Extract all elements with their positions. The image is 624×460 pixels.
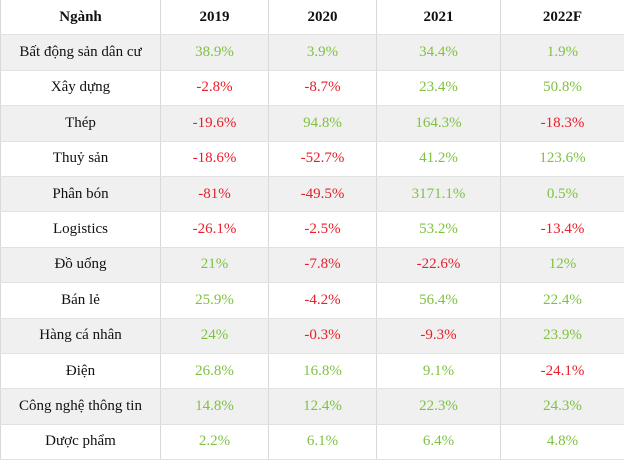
sector-name: Xây dựng bbox=[1, 70, 161, 105]
growth-value: 22.4% bbox=[501, 283, 624, 318]
sector-name: Bán lẻ bbox=[1, 283, 161, 318]
table-row: Thuỷ sản-18.6%-52.7%41.2%123.6% bbox=[1, 141, 624, 176]
growth-value: -8.7% bbox=[269, 70, 377, 105]
growth-value: -0.3% bbox=[269, 318, 377, 353]
sector-name: Điện bbox=[1, 353, 161, 388]
table-row: Xây dựng-2.8%-8.7%23.4%50.8% bbox=[1, 70, 624, 105]
growth-value: 38.9% bbox=[161, 35, 269, 70]
growth-value: -19.6% bbox=[161, 106, 269, 141]
growth-value: 123.6% bbox=[501, 141, 624, 176]
growth-value: 164.3% bbox=[377, 106, 501, 141]
growth-value: 6.1% bbox=[269, 424, 377, 459]
sector-name: Phân bón bbox=[1, 176, 161, 211]
growth-value: 34.4% bbox=[377, 35, 501, 70]
header-2021: 2021 bbox=[377, 0, 501, 35]
sector-name: Logistics bbox=[1, 212, 161, 247]
sector-name: Dược phẩm bbox=[1, 424, 161, 459]
growth-value: 25.9% bbox=[161, 283, 269, 318]
growth-value: -26.1% bbox=[161, 212, 269, 247]
growth-value: -9.3% bbox=[377, 318, 501, 353]
growth-value: 23.9% bbox=[501, 318, 624, 353]
growth-value: -81% bbox=[161, 176, 269, 211]
sector-name: Đồ uống bbox=[1, 247, 161, 282]
header-row: Ngành 2019 2020 2021 2022F bbox=[1, 0, 624, 35]
growth-value: -18.3% bbox=[501, 106, 624, 141]
growth-value: 12.4% bbox=[269, 389, 377, 424]
growth-value: -13.4% bbox=[501, 212, 624, 247]
growth-value: -52.7% bbox=[269, 141, 377, 176]
growth-value: 16.8% bbox=[269, 353, 377, 388]
header-2022f: 2022F bbox=[501, 0, 624, 35]
growth-value: 3.9% bbox=[269, 35, 377, 70]
growth-value: 2.2% bbox=[161, 424, 269, 459]
table-row: Logistics-26.1%-2.5%53.2%-13.4% bbox=[1, 212, 624, 247]
growth-value: -4.2% bbox=[269, 283, 377, 318]
growth-value: -24.1% bbox=[501, 353, 624, 388]
growth-value: 23.4% bbox=[377, 70, 501, 105]
growth-value: 14.8% bbox=[161, 389, 269, 424]
header-2019: 2019 bbox=[161, 0, 269, 35]
growth-value: 41.2% bbox=[377, 141, 501, 176]
growth-value: 4.8% bbox=[501, 424, 624, 459]
sector-name: Công nghệ thông tin bbox=[1, 389, 161, 424]
sector-name: Bất động sản dân cư bbox=[1, 35, 161, 70]
growth-value: 94.8% bbox=[269, 106, 377, 141]
growth-value: 24.3% bbox=[501, 389, 624, 424]
sector-name: Thuỷ sản bbox=[1, 141, 161, 176]
header-sector: Ngành bbox=[1, 0, 161, 35]
sector-name: Thép bbox=[1, 106, 161, 141]
growth-value: 3171.1% bbox=[377, 176, 501, 211]
sector-name: Hàng cá nhân bbox=[1, 318, 161, 353]
growth-value: 56.4% bbox=[377, 283, 501, 318]
growth-value: 22.3% bbox=[377, 389, 501, 424]
growth-value: -2.8% bbox=[161, 70, 269, 105]
growth-value: 1.9% bbox=[501, 35, 624, 70]
table-row: Phân bón-81%-49.5%3171.1%0.5% bbox=[1, 176, 624, 211]
growth-value: -2.5% bbox=[269, 212, 377, 247]
growth-value: 9.1% bbox=[377, 353, 501, 388]
growth-value: 12% bbox=[501, 247, 624, 282]
growth-value: 50.8% bbox=[501, 70, 624, 105]
header-2020: 2020 bbox=[269, 0, 377, 35]
growth-value: -7.8% bbox=[269, 247, 377, 282]
growth-value: 24% bbox=[161, 318, 269, 353]
growth-value: 53.2% bbox=[377, 212, 501, 247]
table-row: Thép-19.6%94.8%164.3%-18.3% bbox=[1, 106, 624, 141]
growth-value: -22.6% bbox=[377, 247, 501, 282]
growth-value: -49.5% bbox=[269, 176, 377, 211]
growth-value: 26.8% bbox=[161, 353, 269, 388]
growth-value: 6.4% bbox=[377, 424, 501, 459]
growth-value: 0.5% bbox=[501, 176, 624, 211]
growth-value: -18.6% bbox=[161, 141, 269, 176]
growth-value: 21% bbox=[161, 247, 269, 282]
